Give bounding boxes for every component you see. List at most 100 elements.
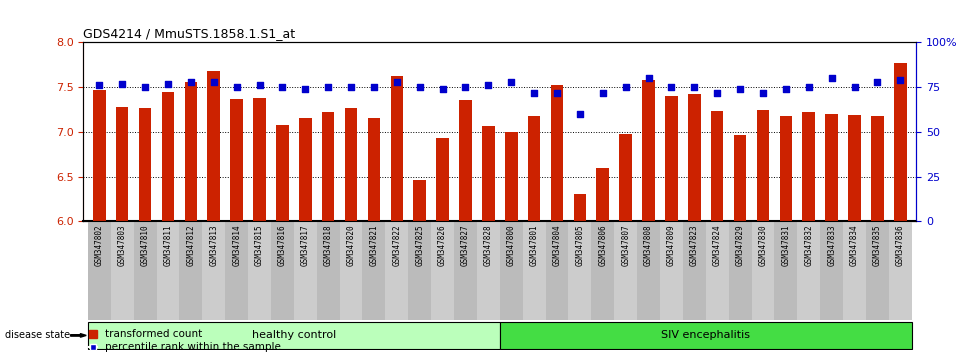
Bar [133,221,157,320]
Bar [299,118,312,221]
Point [526,90,542,95]
Text: GSM347812: GSM347812 [186,224,195,266]
Bar [111,221,133,320]
Bar [820,221,843,320]
Point [893,77,908,83]
Bar [683,221,706,320]
Point [641,75,657,81]
Bar [894,63,906,221]
Point [320,84,336,90]
Bar [253,98,266,221]
Point [389,79,405,85]
Bar [665,96,678,221]
Text: GSM347823: GSM347823 [690,224,699,266]
Bar [866,221,889,320]
Point [252,82,268,88]
Bar [321,112,334,221]
Text: GSM347814: GSM347814 [232,224,241,266]
Text: disease state: disease state [5,330,70,341]
Bar [390,76,403,221]
Bar [225,221,248,320]
Point [756,90,771,95]
Text: GSM347827: GSM347827 [461,224,470,266]
Point [91,82,107,88]
Text: GSM347805: GSM347805 [575,224,584,266]
Text: GSM347824: GSM347824 [712,224,721,266]
Bar [637,221,660,320]
Text: GSM347804: GSM347804 [553,224,562,266]
Bar [660,221,683,320]
Bar [88,322,500,349]
Bar [431,221,454,320]
Text: GSM347830: GSM347830 [759,224,767,266]
Bar [871,116,884,221]
Bar [500,221,522,320]
Bar [522,221,546,320]
Bar [414,180,426,221]
Point [183,79,199,85]
Point [274,84,290,90]
Point [343,84,359,90]
Point [595,90,611,95]
Point [663,84,679,90]
Text: GSM347822: GSM347822 [392,224,402,266]
Text: GSM347800: GSM347800 [507,224,515,266]
Bar [889,221,911,320]
Point [732,86,748,92]
Text: SIV encephalitis: SIV encephalitis [662,330,751,341]
Text: GSM347835: GSM347835 [873,224,882,266]
Bar [798,221,820,320]
Text: GSM347826: GSM347826 [438,224,447,266]
Bar [500,322,911,349]
Text: GSM347816: GSM347816 [278,224,287,266]
Bar [551,85,564,221]
Bar [230,99,243,221]
Point [228,84,244,90]
Bar [546,221,568,320]
Text: GSM347809: GSM347809 [667,224,676,266]
Bar [573,194,586,221]
Bar [710,111,723,221]
Bar [779,116,792,221]
Bar [276,125,289,221]
Text: GSM347802: GSM347802 [95,224,104,266]
Text: GSM347815: GSM347815 [255,224,264,266]
Point [435,86,451,92]
Bar [139,108,151,221]
Bar [340,221,363,320]
Text: GSM347828: GSM347828 [484,224,493,266]
Bar [385,221,409,320]
Text: GSM347803: GSM347803 [118,224,126,266]
Bar [734,136,747,221]
Point [480,82,496,88]
Bar [619,134,632,221]
Bar [729,221,752,320]
Point [869,79,885,85]
Point [160,81,175,86]
Bar [363,221,385,320]
Bar [157,221,179,320]
Bar [849,115,860,221]
Point [778,86,794,92]
Point [206,79,221,85]
Bar [93,90,106,221]
Text: GSM347818: GSM347818 [323,224,332,266]
Bar [477,221,500,320]
Bar [642,80,655,221]
Bar [505,132,517,221]
Point [710,90,725,95]
Bar [368,119,380,221]
Point [504,79,519,85]
Bar [568,221,591,320]
Text: GSM347813: GSM347813 [210,224,219,266]
Bar [202,221,225,320]
Bar [482,126,495,221]
Point [298,86,314,92]
Point [115,81,130,86]
Legend: transformed count, percentile rank within the sample: transformed count, percentile rank withi… [88,329,281,352]
Bar [688,94,701,221]
Bar [116,107,128,221]
Bar [460,100,471,221]
Bar [179,221,202,320]
Bar [436,138,449,221]
